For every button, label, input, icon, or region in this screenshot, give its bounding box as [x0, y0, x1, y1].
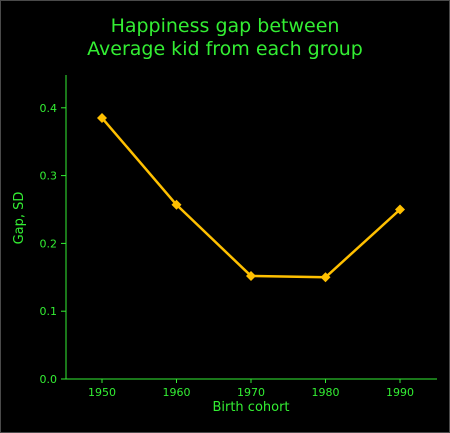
data-point-marker [171, 199, 182, 210]
y-tick-label: 0.3 [40, 170, 58, 183]
data-point-marker [246, 270, 256, 281]
data-point-marker [320, 272, 331, 283]
x-tick-label: 1950 [88, 386, 116, 399]
series-line [101, 117, 401, 279]
y-tick-label: 0.0 [40, 373, 58, 386]
y-ticks: 0.0 0.1 0.2 0.3 0.4 [40, 102, 66, 386]
x-ticks: 1950 1960 1970 1980 1990 [88, 379, 414, 399]
data-point-marker [395, 204, 405, 215]
x-tick-label: 1960 [163, 386, 191, 399]
y-tick-label: 0.1 [40, 305, 58, 318]
chart-title-line-2: Average kid from each group [87, 38, 363, 60]
series-group [97, 112, 405, 283]
y-tick-label: 0.4 [40, 102, 58, 115]
x-tick-label: 1970 [237, 386, 265, 399]
x-tick-label: 1990 [386, 386, 414, 399]
y-tick-label: 0.2 [40, 237, 58, 250]
data-point-marker [97, 112, 107, 123]
y-axis-label: Gap, SD [12, 192, 27, 245]
chart-title-line-1: Happiness gap between [111, 15, 340, 37]
x-axis-label: Birth cohort [212, 400, 289, 415]
x-tick-label: 1980 [312, 386, 340, 399]
